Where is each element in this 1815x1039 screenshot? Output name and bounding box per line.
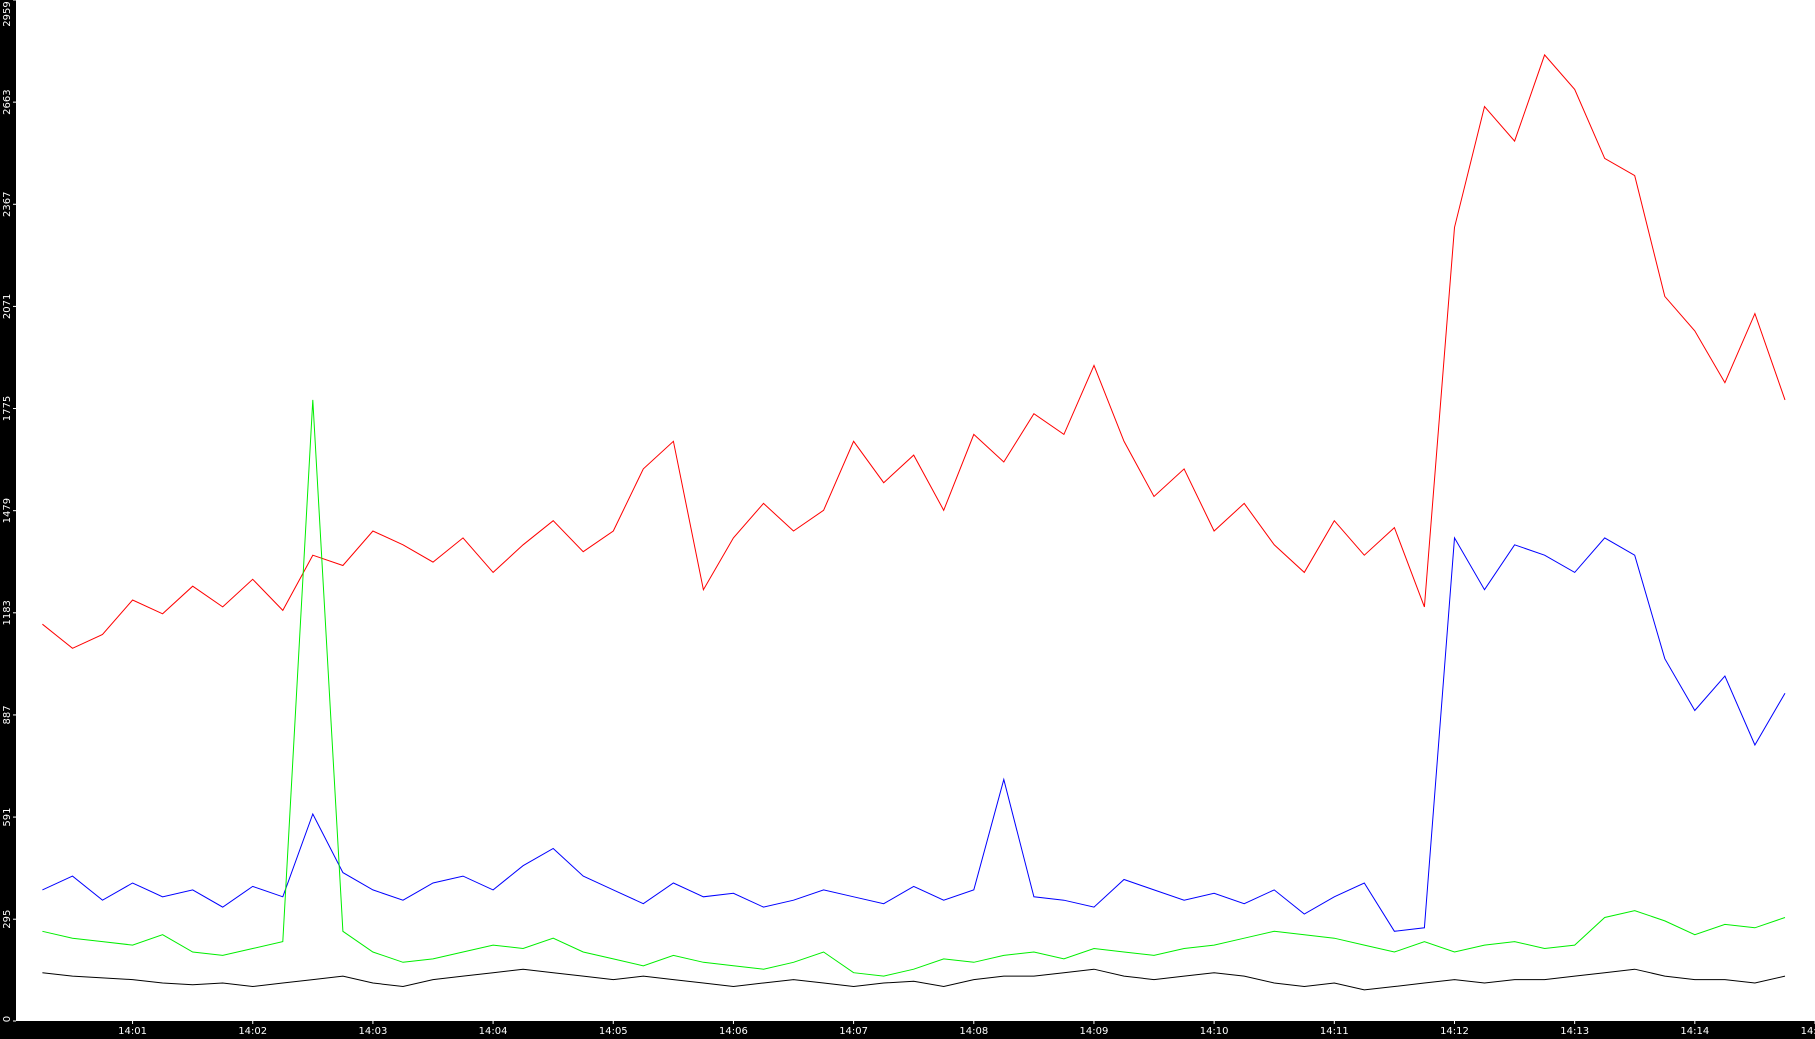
x-tick-label: 14:10 bbox=[1200, 1026, 1229, 1037]
y-tick-label: 591 bbox=[2, 808, 13, 827]
plot bbox=[42, 53, 1786, 991]
y-tick-label: 1183 bbox=[2, 600, 13, 625]
x-tick-label: 14:12 bbox=[1440, 1026, 1469, 1037]
series-line bbox=[42, 399, 1786, 977]
y-tick-label: 295 bbox=[2, 910, 13, 929]
x-tick-label: 14:09 bbox=[1080, 1026, 1109, 1037]
y-tick-label: 887 bbox=[2, 705, 13, 724]
x-tick-label: 14:07 bbox=[839, 1026, 868, 1037]
x-tick-label: 14:03 bbox=[359, 1026, 388, 1037]
x-tick-label: 14:08 bbox=[959, 1026, 988, 1037]
x-tick-label: 14:05 bbox=[599, 1026, 628, 1037]
x-tick-label: 14:06 bbox=[719, 1026, 748, 1037]
plot-area bbox=[16, 0, 1815, 1021]
x-tick-label: 14:15 bbox=[1801, 1026, 1815, 1037]
x-tick-label: 14:04 bbox=[479, 1026, 508, 1037]
y-tick-label: 2663 bbox=[2, 89, 13, 114]
y-tick-label: 1775 bbox=[2, 396, 13, 421]
x-tick-label: 14:02 bbox=[238, 1026, 267, 1037]
y-tick-label: 0 bbox=[2, 1016, 13, 1022]
x-tick-label: 14:11 bbox=[1320, 1026, 1349, 1037]
x-tick-label: 14:14 bbox=[1680, 1026, 1709, 1037]
series-line bbox=[42, 53, 1786, 649]
series-line bbox=[42, 536, 1786, 932]
y-tick-label: 2959 bbox=[2, 1, 13, 26]
y-tick-label: 2367 bbox=[2, 192, 13, 217]
x-tick-label: 14:01 bbox=[118, 1026, 147, 1037]
series-line bbox=[42, 968, 1786, 991]
y-tick-label: 1479 bbox=[2, 498, 13, 523]
y-tick-label: 2071 bbox=[2, 294, 13, 319]
x-tick-label: 14:13 bbox=[1560, 1026, 1589, 1037]
